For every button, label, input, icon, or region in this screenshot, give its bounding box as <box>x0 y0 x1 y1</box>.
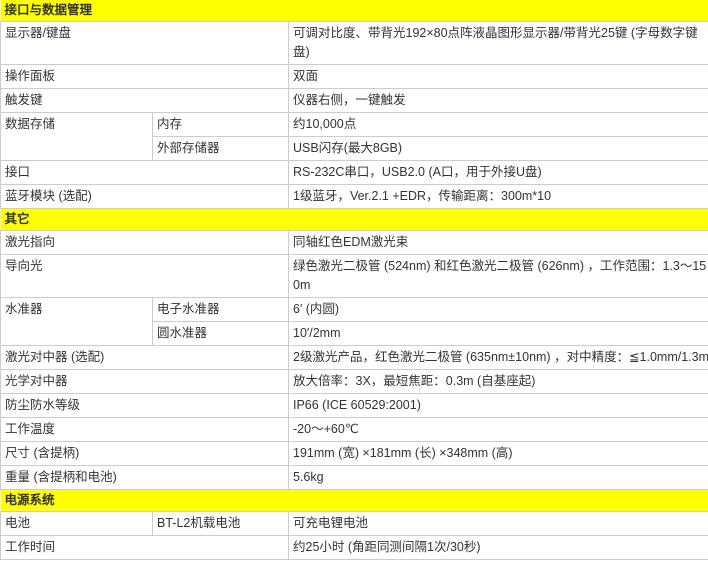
spec-sub-cell: 内存 <box>152 112 289 137</box>
spec-label-cell: 触发键 <box>0 88 289 113</box>
spec-value-cell: 绿色激光二极管 (524nm) 和红色激光二极管 (626nm) ，工作范围：1… <box>287 254 708 298</box>
spec-label-cell: 工作时间 <box>0 535 289 560</box>
spec-value-cell: 6′ (内圆) <box>287 297 708 322</box>
spec-label-cell: 接口 <box>0 160 289 185</box>
spec-value-cell: 可调对比度、带背光192×80点阵液晶图形显示器/带背光25键 (字母数字键盘) <box>287 21 708 65</box>
table-row: 水准器 电子水准器 6′ (内圆) <box>0 297 708 346</box>
section-title: 接口与数据管理 <box>0 0 708 22</box>
section-header-row: 电源系统 <box>0 489 708 512</box>
spec-value-cell: IP66 (ICE 60529:2001) <box>287 393 708 418</box>
spec-value-cell: 同轴红色EDM激光束 <box>287 230 708 255</box>
table-row: 尺寸 (含提柄) 191mm (宽) ×181mm (长) ×348mm (高) <box>0 441 708 466</box>
spec-label-cell: 蓝牙模块 (选配) <box>0 184 289 209</box>
spec-value-cell: 约25小时 (角距同测间隔1次/30秒) <box>287 535 708 560</box>
table-row: 数据存储 内存 约10,000点 <box>0 112 708 161</box>
spec-value-cell: 仪器右侧，一键触发 <box>287 88 708 113</box>
table-row: 操作面板 双面 <box>0 64 708 89</box>
table-row: 电池 BT-L2机载电池 可充电锂电池 <box>0 511 708 536</box>
spec-sub-cell: 电子水准器 <box>152 297 289 322</box>
spec-value-cell: 10′/2mm <box>287 321 708 346</box>
spec-value-cell: 可充电锂电池 <box>287 511 708 536</box>
spec-label-cell: 尺寸 (含提柄) <box>0 441 289 466</box>
spec-label-cell: 显示器/键盘 <box>0 21 289 65</box>
spec-label-cell: 重量 (含提柄和电池) <box>0 465 289 490</box>
spec-sub-cell: 圆水准器 <box>152 321 289 346</box>
section-title: 电源系统 <box>0 489 708 512</box>
table-row: 接口 RS-232C串口，USB2.0 (A口，用于外接U盘) <box>0 160 708 185</box>
spec-label-cell: 激光对中器 (选配) <box>0 345 289 370</box>
table-row: 重量 (含提柄和电池) 5.6kg <box>0 465 708 490</box>
spec-value-cell: -20～+60℃ <box>287 417 708 442</box>
section-header-row: 其它 <box>0 208 708 231</box>
table-row: 激光指向 同轴红色EDM激光束 <box>0 230 708 255</box>
section-title: 其它 <box>0 208 708 231</box>
spec-value-cell: 约10,000点 <box>287 112 708 137</box>
spec-value-cell: 放大倍率：3X，最短焦距：0.3m (自基座起) <box>287 369 708 394</box>
spec-sub-cell: BT-L2机载电池 <box>152 511 289 536</box>
table-row: 激光对中器 (选配) 2级激光产品，红色激光二极管 (635nm±10nm) ，… <box>0 345 708 370</box>
spec-label-cell: 数据存储 <box>0 112 153 161</box>
spec-label-cell: 工作温度 <box>0 417 289 442</box>
spec-value-cell: 2级激光产品，红色激光二极管 (635nm±10nm) ，对中精度：≦1.0mm… <box>287 345 708 370</box>
spec-value-cell: RS-232C串口，USB2.0 (A口，用于外接U盘) <box>287 160 708 185</box>
spec-label-cell: 水准器 <box>0 297 153 346</box>
section-header-row: 接口与数据管理 <box>0 0 708 22</box>
table-row: 触发键 仪器右侧，一键触发 <box>0 88 708 113</box>
table-row: 外部存储器 USB闪存(最大8GB) <box>1 136 708 161</box>
spec-value-cell: 1级蓝牙，Ver.2.1 +EDR，传输距离：300m*10 <box>287 184 708 209</box>
table-row: 显示器/键盘 可调对比度、带背光192×80点阵液晶图形显示器/带背光25键 (… <box>0 21 708 65</box>
spec-value-cell: 5.6kg <box>287 465 708 490</box>
table-row: 防尘防水等级 IP66 (ICE 60529:2001) <box>0 393 708 418</box>
table-row: 工作温度 -20～+60℃ <box>0 417 708 442</box>
table-row: 导向光 绿色激光二极管 (524nm) 和红色激光二极管 (626nm) ，工作… <box>0 254 708 298</box>
spec-label-cell: 防尘防水等级 <box>0 393 289 418</box>
spec-label-cell: 导向光 <box>0 254 289 298</box>
table-row: 蓝牙模块 (选配) 1级蓝牙，Ver.2.1 +EDR，传输距离：300m*10 <box>0 184 708 209</box>
spec-label-cell: 激光指向 <box>0 230 289 255</box>
table-row: 光学对中器 放大倍率：3X，最短焦距：0.3m (自基座起) <box>0 369 708 394</box>
spec-value-cell: USB闪存(最大8GB) <box>287 136 708 161</box>
spec-sub-cell: 外部存储器 <box>152 136 289 161</box>
spec-label-cell: 电池 <box>0 511 153 536</box>
spec-value-cell: 191mm (宽) ×181mm (长) ×348mm (高) <box>287 441 708 466</box>
spec-label-cell: 光学对中器 <box>0 369 289 394</box>
spec-label-cell: 操作面板 <box>0 64 289 89</box>
spec-value-cell: 双面 <box>287 64 708 89</box>
table-row: 工作时间 约25小时 (角距同测间隔1次/30秒) <box>0 535 708 560</box>
